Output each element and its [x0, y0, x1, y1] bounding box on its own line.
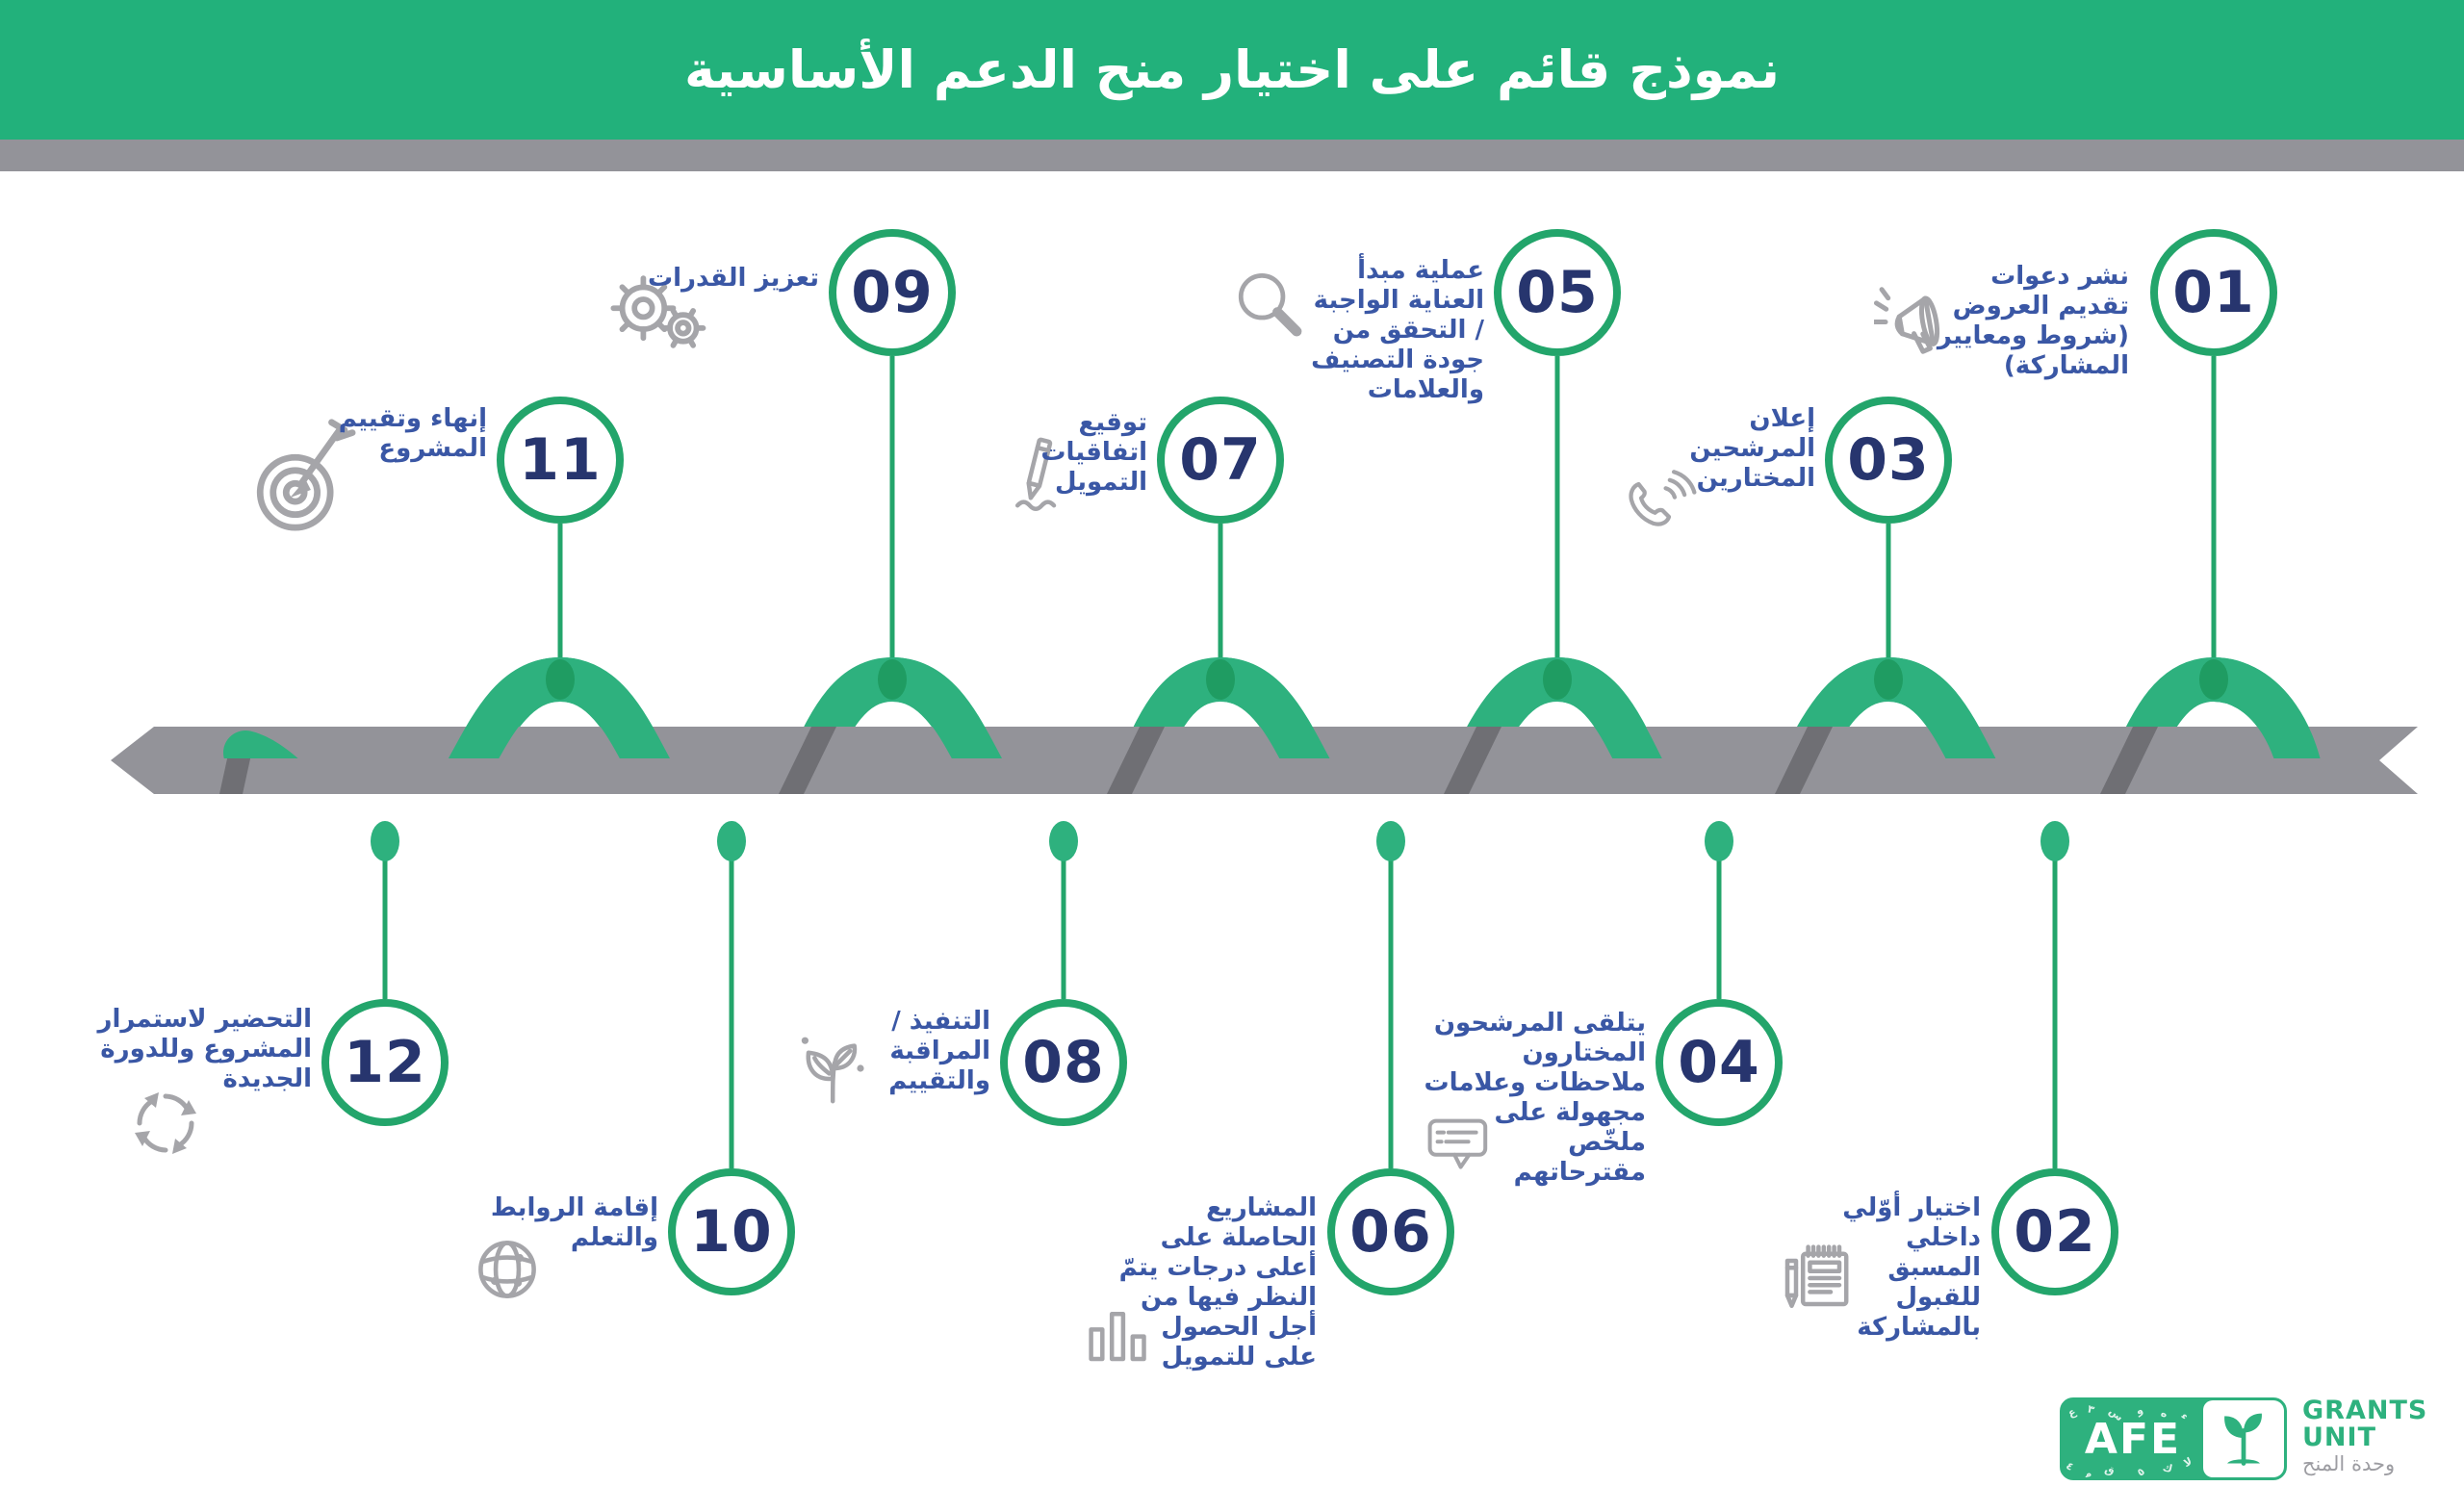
- sprout-icon: [2224, 1413, 2262, 1466]
- weave-shadow-patches: [219, 727, 2158, 794]
- afe-scatter-letter: لا: [2181, 1454, 2194, 1471]
- step-number: 08: [1022, 1029, 1105, 1096]
- step-circle-02: 02: [1991, 1168, 2118, 1295]
- afe-scatter-letter: ك: [2161, 1461, 2174, 1475]
- header-gray-strip: [0, 140, 2464, 171]
- step-number: 07: [1179, 426, 1262, 494]
- step-label-03: إعلان المرشحين المختارين: [1689, 404, 1815, 493]
- step-label-01: نشر دعوات تقديم العروض (شروط ومعايير الم…: [1937, 262, 2129, 380]
- step-number: 12: [344, 1029, 426, 1096]
- target-arrow-icon: [241, 412, 371, 542]
- afe-scatter-letter: ٥: [2134, 1465, 2148, 1479]
- logo-text: GRANTS UNIT وحدة المنح: [2302, 1397, 2427, 1474]
- step-number: 10: [690, 1198, 773, 1266]
- recycle-arrows-icon: [117, 1073, 214, 1169]
- speech-bubble-icon: [1421, 1104, 1498, 1181]
- notepad-pencil-icon: [1779, 1235, 1865, 1321]
- step-circle-05: 05: [1494, 229, 1621, 356]
- step-circle-12: 12: [321, 999, 449, 1126]
- step-label-05: عملية مبدأ العناية الواجبة / التحقق من ج…: [1311, 256, 1484, 404]
- step-circle-01: 01: [2150, 229, 2277, 356]
- afe-wordmark: AFE ع ٣ س و ه ء ٤ م ق ٥ ك لا: [2063, 1400, 2203, 1477]
- step-circle-09: 09: [829, 229, 956, 356]
- grants-unit-logo: AFE ع ٣ س و ه ء ٤ م ق ٥ ك لا GRANTS UNIT وحدة المنح: [2060, 1397, 2427, 1480]
- afe-scatter-letter: ع: [2066, 1405, 2078, 1420]
- bar-chart-icon: [1079, 1290, 1166, 1376]
- afe-scatter-letter: ء: [2177, 1410, 2192, 1422]
- timeline-bar: [111, 727, 2418, 794]
- step-label-12: التحضير لاستمرار المشروع وللدورة الجديدة: [97, 1005, 312, 1093]
- step-label-08: التنفيذ / المراقبة والتقييم: [888, 1007, 990, 1095]
- magnifier-icon: [1227, 264, 1319, 355]
- step-label-04: يتلقى المرشحون المختارون ملاحظات وعلامات…: [1424, 1009, 1647, 1187]
- unit-text: UNIT: [2302, 1422, 2376, 1452]
- step-number: 03: [1847, 426, 1930, 494]
- step-label-10: إقامة الروابط والتعلم: [490, 1193, 658, 1252]
- pencil-icon: [993, 429, 1080, 516]
- step-label-06: المشاريع الحاصلة على أعلى درجات يتمّ الن…: [1118, 1193, 1317, 1371]
- step-circle-06: 06: [1327, 1168, 1454, 1295]
- step-circle-04: 04: [1656, 999, 1783, 1126]
- page-title: نموذج قائم على اختيار منح الدعم الأساسية: [683, 39, 1781, 100]
- grants-text: GRANTS: [2302, 1396, 2428, 1425]
- sprout-panel: [2203, 1400, 2284, 1477]
- megaphone-icon: [1872, 276, 1970, 372]
- connector-stems: [382, 356, 2217, 1168]
- step-number: 01: [2172, 259, 2255, 326]
- step-label-02: اختيار أوّلي داخلي المسبق للقبول بالمشار…: [1842, 1193, 1981, 1342]
- step-label-07: توقيع اتفاقيات التمويل: [1040, 408, 1147, 497]
- afe-scatter-letter: ٤: [2064, 1459, 2076, 1474]
- afe-scatter-letter: ق: [2103, 1462, 2117, 1478]
- step-number: 11: [519, 426, 602, 494]
- unit-arabic-text: وحدة المنح: [2302, 1452, 2396, 1476]
- afe-badge: AFE ع ٣ س و ه ء ٤ م ق ٥ ك لا: [2060, 1397, 2287, 1480]
- header-banner: نموذج قائم على اختيار منح الدعم الأساسية: [0, 0, 2464, 140]
- step-circle-10: 10: [668, 1168, 795, 1295]
- step-circle-07: 07: [1157, 397, 1284, 524]
- gears-icon: [603, 255, 714, 366]
- step-circle-03: 03: [1825, 397, 1952, 524]
- step-number: 02: [2014, 1198, 2096, 1266]
- node-dots: [371, 659, 2228, 861]
- plant-icon: [791, 1025, 878, 1112]
- afe-scatter-letter: م: [2082, 1467, 2093, 1480]
- step-label-09: تعزيز القدرات: [647, 264, 819, 293]
- step-number: 05: [1516, 259, 1599, 326]
- globe-icon: [463, 1225, 552, 1314]
- step-circle-08: 08: [1000, 999, 1127, 1126]
- step-label-11: إنهاء وتقييم المشروع: [338, 404, 487, 463]
- phone-waves-icon: [1620, 457, 1702, 539]
- step-number: 09: [851, 259, 934, 326]
- step-number: 06: [1349, 1198, 1432, 1266]
- step-number: 04: [1678, 1029, 1760, 1096]
- step-circle-11: 11: [497, 397, 624, 524]
- afe-text: AFE: [2084, 1414, 2182, 1464]
